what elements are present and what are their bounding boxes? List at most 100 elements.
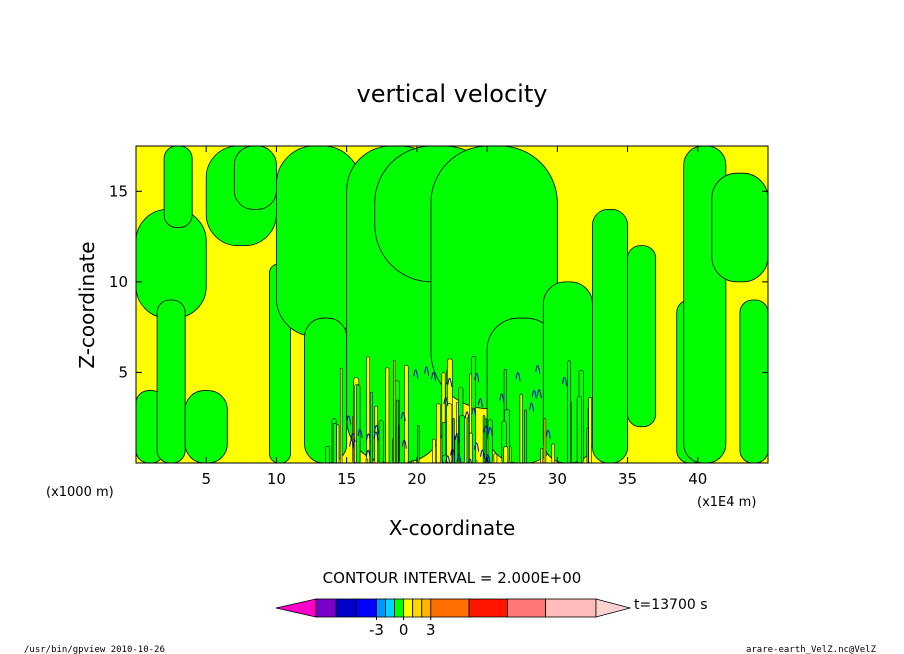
downdraft-band [233,146,277,210]
x-tick-label: 25 [478,470,497,488]
core-filament [588,397,592,463]
colorbar-cell [376,598,386,618]
colorbar-tick-label: 3 [426,621,436,639]
downdraft-core [536,389,542,399]
downdraft-core [413,369,419,379]
downdraft-core [384,464,388,473]
downdraft-core [468,458,472,463]
downdraft-band [184,390,228,463]
colorbar-cell [403,598,414,618]
core-filament [369,391,373,463]
colorbar-min-arrow [275,598,317,618]
core-filament [567,360,572,463]
downdraft-core [515,371,521,381]
core-filament [540,447,544,463]
downdraft-core [531,389,537,400]
downdraft-core [545,429,551,439]
x-tick-label: 10 [267,470,286,488]
colorbar [275,598,632,618]
y-tick-label: 10 [109,273,128,291]
colorbar-cell [385,598,395,618]
colorbar-cell [412,598,423,618]
time-label: t=13700 s [634,597,708,613]
colorbar-ticks: -3 0 3 [369,617,436,639]
core-filament [493,453,498,463]
downdraft-band [592,209,628,463]
downdraft-core [535,364,541,374]
downdraft-band [711,172,768,283]
downdraft-core [562,376,568,386]
downdraft-core [454,433,460,443]
footer-program: /usr/bin/gpview 2010-10-26 [24,645,165,654]
colorbar-cell [394,598,405,618]
y-tick-label: 5 [118,363,128,381]
downdraft-core [373,431,379,441]
downdraft-core [450,448,456,458]
downdraft-core [487,427,493,437]
y-unit-label: (x1000 m) [46,485,114,500]
core-filament [332,422,337,463]
core-filament [395,399,399,463]
downdraft-core [447,377,453,387]
x-tick-label: 35 [618,470,637,488]
downdraft-core [349,439,355,449]
plot-frame [135,145,769,464]
downdraft-core [471,407,477,417]
core-filament [393,359,396,463]
downdraft-core [366,433,372,443]
y-axis: 5 10 15 [109,182,768,381]
x-tick-label: 15 [337,470,356,488]
core-filament [336,424,340,463]
downdraft-core [464,411,470,421]
downdraft-band [627,245,657,428]
core-filament [576,395,583,463]
x-tick-label: 5 [201,470,211,488]
core-filament [365,458,369,463]
downdraft-core [443,397,449,407]
downdraft-core [483,425,489,435]
colorbar-tick-label: -3 [369,621,384,639]
colorbar-cell [545,598,597,618]
core-filament [436,403,441,463]
core-filament [355,384,361,463]
downdraft-band [739,299,768,463]
core-filament [339,367,343,463]
core-filament [459,414,465,463]
y-tick-label: 15 [109,182,128,200]
core-filament [417,424,420,463]
core-filament [366,356,371,463]
y-axis-label: Z-coordinate [75,241,99,368]
downdraft-core [424,366,430,376]
colorbar-cell [355,598,377,618]
core-filament [441,422,446,463]
colorbar-cell [335,598,357,618]
core-filament [503,446,509,463]
chart-title: vertical velocity [357,80,548,108]
core-filament [466,417,470,463]
downdraft-core [431,372,437,382]
downdraft-core [474,442,480,452]
downdraft-core [400,412,406,422]
x-axis: 5 10 15 20 25 30 35 40 [201,146,707,488]
downdraft-core [474,372,480,383]
x-tick-label: 20 [407,470,426,488]
downdraft-core [480,449,486,459]
core-filament [432,438,436,463]
core-filament [469,432,473,463]
downdraft-core [357,428,363,439]
downdraft-band [163,146,193,228]
colorbar-cell [315,598,337,618]
downdraft-core [456,454,462,463]
x-unit-label: (x1E4 m) [697,495,756,510]
colorbar-cell [430,598,470,618]
core-filament [325,446,331,463]
x-tick-label: 40 [688,470,707,488]
core-filament [519,393,523,463]
colorbar-tick-label: 0 [399,621,409,639]
downdraft-core [374,425,379,435]
core-filament [385,367,390,463]
x-axis-label: X-coordinate [389,516,516,540]
colorbar-max-arrow [595,598,632,618]
downdraft-core [499,393,505,403]
